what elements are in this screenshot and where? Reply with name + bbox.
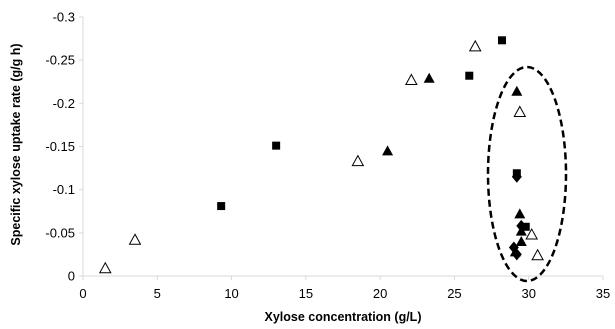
filled-triangle-marker <box>515 235 527 246</box>
annotations <box>486 65 568 283</box>
y-tick-label: -0.2 <box>53 96 75 111</box>
filled-triangle-marker <box>511 85 523 96</box>
filled-triangle-marker <box>423 72 435 83</box>
y-tick-label: 0 <box>68 269 75 284</box>
square-marker <box>465 71 474 80</box>
square-marker <box>521 222 530 231</box>
y-tick-label: -0.05 <box>45 225 75 240</box>
diamond-marker <box>516 219 527 232</box>
y-tick-label: -0.25 <box>45 53 75 68</box>
x-tick-label: 20 <box>373 286 387 301</box>
square-marker <box>497 36 506 45</box>
x-tick-label: 10 <box>224 286 238 301</box>
square-marker <box>272 141 281 150</box>
open-triangle-marker <box>404 73 418 86</box>
diamond-marker <box>511 248 522 261</box>
y-tick-labels: 0 -0.05 -0.1 -0.15 -0.2 -0.25 -0.3 <box>45 10 75 284</box>
y-axis-label: Specific xylose uptake rate (g/g h) <box>9 43 23 245</box>
square-marker <box>217 202 226 211</box>
x-tick-label: 0 <box>79 286 86 301</box>
x-tick-label: 15 <box>299 286 313 301</box>
y-tick-label: -0.15 <box>45 139 75 154</box>
y-tick-label: -0.3 <box>53 10 75 25</box>
x-tick-label: 35 <box>596 286 610 301</box>
diamond-marker <box>511 170 522 183</box>
open-triangle-marker <box>468 39 482 52</box>
y-tick-label: -0.1 <box>53 182 75 197</box>
x-tick-label: 5 <box>154 286 161 301</box>
open-triangle-marker <box>128 233 142 245</box>
x-tick-labels: 0 5 10 15 20 25 30 35 <box>79 286 610 301</box>
filled-triangle-marker <box>514 208 526 219</box>
open-triangle-marker <box>98 261 112 274</box>
open-triangle-marker <box>351 154 365 167</box>
filled-triangle-marker <box>382 145 394 156</box>
dashed-ellipse-annotation <box>486 65 568 283</box>
axes <box>79 16 604 280</box>
open-triangle-marker <box>531 248 544 261</box>
x-tick-label: 25 <box>447 286 461 301</box>
open-triangle-marker <box>513 105 527 117</box>
data-points <box>98 36 544 274</box>
open-triangle-marker <box>525 228 539 240</box>
x-tick-label: 30 <box>521 286 535 301</box>
x-axis-label: Xylose concentration (g/L) <box>265 310 422 324</box>
